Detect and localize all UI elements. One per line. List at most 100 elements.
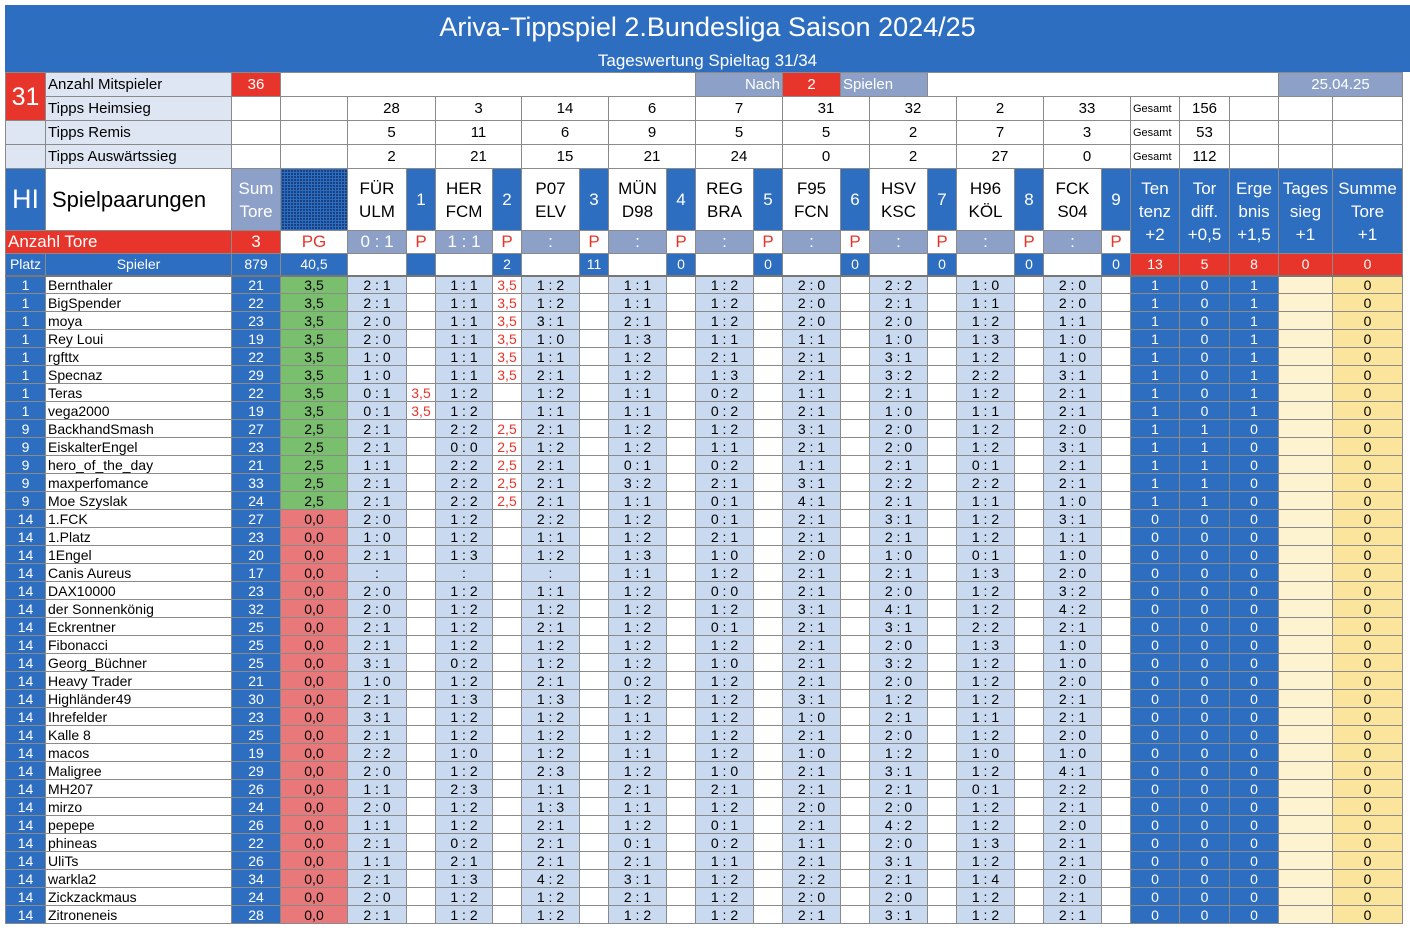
match-points [753,293,783,312]
player-tip: 2 : 0 [347,761,407,780]
player-tip: 1 : 2 [956,815,1015,834]
tips-home-value: 31 [782,96,870,121]
match-points [1014,437,1044,456]
tips-away-value: 21 [435,144,522,169]
match-points [406,905,436,924]
tips-draw-value: 9 [608,120,696,145]
match-points [753,761,783,780]
player-tagessieg [1278,779,1333,798]
tips-away-value: 2 [869,144,957,169]
nach-label: Nach [695,72,783,97]
player-rank: 14 [5,545,46,564]
match-points [666,905,696,924]
player-goal-sum: 34 [231,869,281,888]
player-tip: 4 : 1 [1043,761,1102,780]
p-label: P [492,230,522,254]
match-points [1101,275,1131,294]
player-tip: 1 : 2 [608,905,667,924]
player-tendenz: 0 [1130,743,1180,762]
player-tagessieg [1278,491,1333,510]
player-tip: 1 : 2 [435,635,493,654]
line-1: FÜR [359,178,395,198]
player-tip: 1 : 2 [956,689,1015,708]
player-row: 14 Canis Aureus 17 0,0::: 1 : 1 1 : 2 2 : 1 2 :… [5,563,1403,582]
match-points [492,635,522,654]
match-points [492,725,522,744]
player-tip: 2 : 1 [1043,905,1102,924]
player-name: vega2000 [45,401,232,420]
player-name: moya [45,311,232,330]
match-points [753,797,783,816]
line-2: FCM [445,201,483,221]
match-pair-9: FCK S04 [1043,168,1102,231]
match-points [1101,437,1131,456]
player-tip: 3 : 1 [869,347,928,366]
player-tip: 1 : 2 [521,599,580,618]
match-points [753,599,783,618]
match-points [666,527,696,546]
player-tip: 3 : 1 [869,761,928,780]
match-points [1014,365,1044,384]
player-goal-sum: 27 [231,509,281,528]
player-tendenz: 1 [1130,329,1180,348]
match-points [406,293,436,312]
page-subtitle: Tageswertung Spieltag 31/34 [597,51,818,70]
match-points [579,689,609,708]
player-points: 0,0 [280,509,348,528]
player-tip: 2 : 1 [347,293,407,312]
player-summe-tore: 0 [1332,473,1403,492]
player-tordiff: 0 [1179,797,1230,816]
player-tip: 2 : 1 [782,815,841,834]
match-points [753,545,783,564]
player-tip: 2 : 1 [782,671,841,690]
blank [1332,144,1403,169]
player-tip: 1 : 1 [435,329,493,348]
player-tip: 2 : 0 [1043,275,1102,294]
match-points [753,851,783,870]
match-points [666,635,696,654]
player-tip: 0 : 2 [608,671,667,690]
player-tip: 2 : 1 [782,365,841,384]
player-tip: 2 : 1 [521,617,580,636]
player-tip: 1 : 2 [956,581,1015,600]
match-points [666,815,696,834]
player-summe-tore: 0 [1332,851,1403,870]
player-tip: 1 : 0 [347,527,407,546]
tips-away-value: 21 [608,144,696,169]
player-goal-sum: 17 [231,563,281,582]
player-tip: 1 : 2 [695,887,754,906]
player-goal-sum: 19 [231,329,281,348]
player-tendenz: 0 [1130,563,1180,582]
player-goal-sum: 19 [231,743,281,762]
player-tip: 2 : 1 [1043,887,1102,906]
player-ergebnis: 0 [1229,545,1279,564]
player-tordiff: 1 [1179,473,1230,492]
player-name: Kalle 8 [45,725,232,744]
player-tip: 2 : 1 [1043,707,1102,726]
player-tip: 2 : 1 [347,905,407,924]
player-tip: 2 : 0 [869,797,928,816]
match-points [927,707,957,726]
match-points [406,473,436,492]
match-points [1101,347,1131,366]
match-points [579,365,609,384]
player-tip: 2 : 1 [1043,797,1102,816]
player-goal-sum: 29 [231,365,281,384]
player-tordiff: 1 [1179,455,1230,474]
match-points [1014,581,1044,600]
player-goal-sum: 21 [231,455,281,474]
match-points [579,599,609,618]
player-tip: 2 : 1 [1043,689,1102,708]
match-points [1014,527,1044,546]
match-points [492,401,522,420]
player-tip: 1 : 2 [956,725,1015,744]
match-points [840,617,870,636]
line-1: HER [446,178,482,198]
match-points [492,671,522,690]
player-tip: 1 : 2 [695,563,754,582]
player-tip: 1 : 2 [521,905,580,924]
match-points [492,581,522,600]
line-2: Tore [239,201,273,221]
player-tip: 2 : 0 [1043,419,1102,438]
